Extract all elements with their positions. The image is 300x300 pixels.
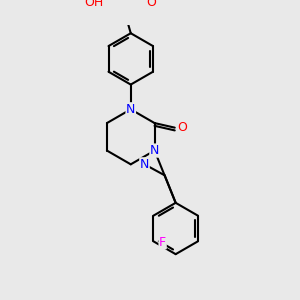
Text: N: N: [140, 158, 149, 171]
Text: N: N: [150, 144, 159, 157]
Text: O: O: [177, 121, 187, 134]
Text: O: O: [146, 0, 156, 10]
Text: OH: OH: [85, 0, 104, 10]
Text: F: F: [159, 236, 166, 249]
Text: N: N: [126, 103, 135, 116]
